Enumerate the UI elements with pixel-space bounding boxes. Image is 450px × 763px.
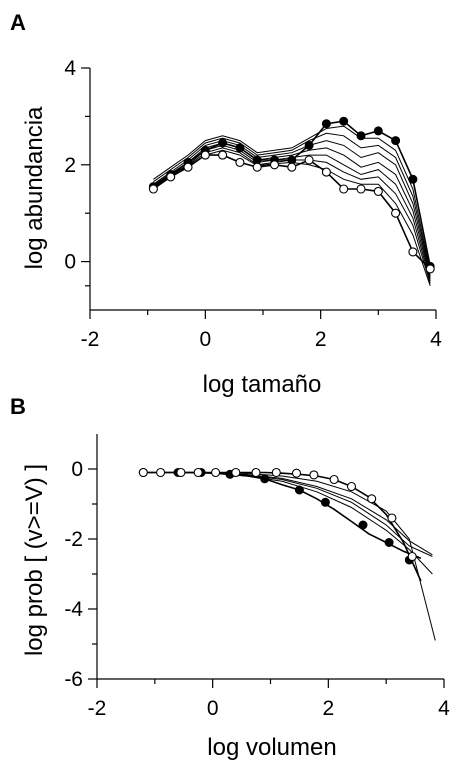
panel-a-open-point [235, 157, 245, 167]
panel-a-series-line-7 [153, 147, 431, 284]
panel-a-open-point [287, 162, 297, 172]
panel-a-filled-point [391, 136, 401, 146]
panel-a-series-line-9 [152, 154, 431, 270]
panel-b: B log volumen log prob [ (v>=V) ] -2 0 2 4-… [10, 394, 450, 761]
panel-b-open-point [309, 470, 319, 480]
panel-a-series-line-4 [153, 140, 431, 277]
panel-a-open-point [183, 162, 193, 172]
panel-b-open-point [211, 467, 221, 478]
panel-b-series [138, 467, 436, 641]
panel-b-letter: B [10, 394, 26, 419]
panel-a-open-point [425, 264, 435, 274]
panel-b-open-point [271, 467, 281, 478]
panel-b-y-tick-label: -6 [64, 668, 83, 691]
panel-a-filled-point [373, 126, 383, 136]
panel-a-open-point [391, 208, 401, 218]
panel-b-open-point [291, 468, 302, 478]
panel-a-series-line-6 [153, 144, 431, 282]
panel-b-x-tick-label: 4 [438, 697, 450, 720]
panel-a-open-point [339, 184, 349, 194]
panel-a-open-point [166, 172, 176, 182]
panel-a-y-tick-label: 4 [64, 57, 76, 80]
panel-b-ylabel: log prob [ (v>=V) ] [21, 464, 48, 656]
panel-b-open-point [156, 467, 166, 478]
panel-a-series-line-1 [152, 120, 431, 267]
panel-b-open-point [367, 494, 377, 504]
panel-b-y-tick-label: -4 [64, 598, 83, 621]
panel-b-open-point [138, 467, 148, 478]
panel-a-open-point [356, 184, 366, 194]
panel-b-y-tick-label: 0 [71, 458, 83, 481]
panel-a-open-point [148, 184, 158, 194]
panel-a-x-tick-label: -2 [81, 328, 100, 351]
panel-b-open-point [176, 467, 186, 478]
panel-b-filled-point [384, 538, 394, 547]
panel-a-series-line-2 [153, 125, 431, 272]
panel-a-y-tick-label: 2 [64, 154, 76, 177]
panel-b-series-line-2 [143, 472, 433, 575]
panel-a-ylabel: log abundancia [21, 106, 48, 269]
panel-a: A log tamaño log abundancia -2 0 2 4 0 2 4 [10, 10, 442, 398]
panel-a-open-point [304, 155, 314, 165]
panel-a-series-line-5 [153, 142, 431, 279]
panel-a-x-tick-label: 0 [199, 328, 211, 351]
panel-a-open-point [269, 160, 280, 170]
panel-a-x-tick-label: 4 [430, 328, 442, 351]
panel-a-open-point [252, 162, 262, 172]
panel-b-open-point [346, 481, 357, 492]
panel-b-open-point [193, 467, 203, 478]
panel-b-x-tick-label: 2 [322, 697, 334, 720]
panel-b-open-point [407, 551, 417, 562]
panel-b-open-point [329, 474, 339, 485]
panel-b-x-tick-label: 0 [207, 697, 219, 720]
panel-a-open-point [373, 186, 383, 196]
panel-a-open-point [408, 247, 418, 257]
panel-a-axes: -2 0 2 4 0 2 4 [64, 57, 442, 351]
panel-a-filled-point [321, 119, 331, 129]
panel-b-xlabel: log volumen [207, 734, 336, 761]
panel-b-series-line-5 [143, 472, 436, 641]
panel-a-filled-point [339, 116, 349, 126]
panel-b-y-tick-label: -2 [64, 528, 83, 551]
panel-b-filled-point [358, 520, 368, 530]
panel-a-series-line-3 [153, 132, 431, 274]
panel-b-open-point [231, 467, 241, 478]
panel-b-filled-point [294, 485, 304, 495]
panel-b-axes: -2 0 2 4 -6 -4 -2 0 [64, 434, 450, 720]
panel-a-open-point [218, 150, 228, 160]
panel-a-y-tick-label: 0 [64, 251, 76, 274]
panel-a-letter: A [10, 10, 26, 35]
panel-a-series [148, 116, 435, 286]
panel-a-open-point [200, 150, 210, 160]
panel-b-open-point [387, 513, 397, 523]
panel-b-filled-point [320, 497, 330, 507]
panel-a-x-tick-label: 2 [315, 328, 327, 351]
panel-a-xlabel: log tamaño [203, 371, 322, 398]
panel-a-open-point [321, 167, 331, 177]
panel-b-series-line-6 [143, 471, 422, 582]
panel-b-open-point [251, 467, 261, 478]
panel-b-x-tick-label: -2 [88, 697, 107, 720]
